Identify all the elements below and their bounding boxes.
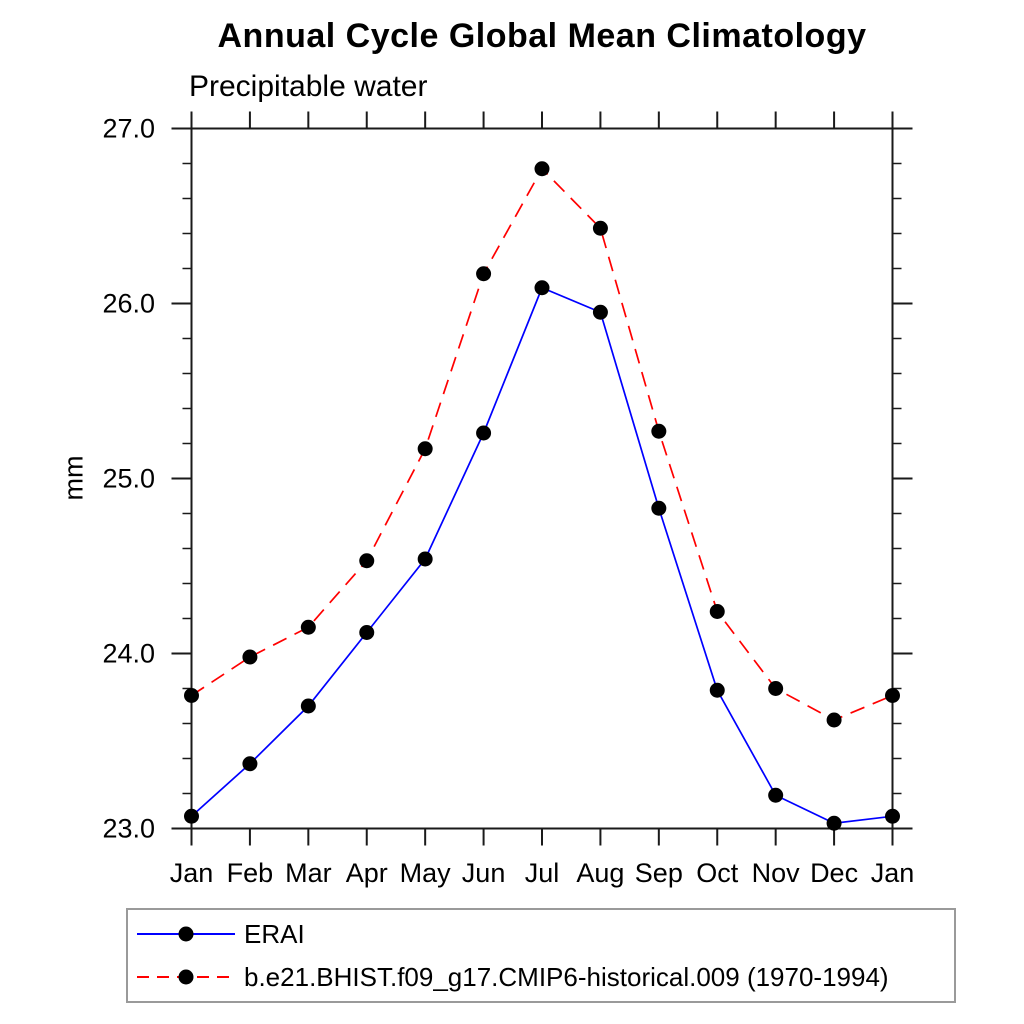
legend-box: ERAI b.e21.BHIST.f09_g17.CMIP6-historica… bbox=[126, 908, 956, 1003]
series-erai bbox=[184, 280, 900, 831]
data-point-marker bbox=[300, 619, 316, 635]
data-point-marker bbox=[476, 425, 492, 441]
data-point-marker bbox=[242, 649, 258, 665]
legend-label-model: b.e21.BHIST.f09_g17.CMIP6-historical.009… bbox=[244, 961, 889, 992]
x-tick-label: Jul bbox=[525, 858, 560, 888]
data-point-marker bbox=[184, 808, 199, 824]
chart-subtitle: Precipitable water bbox=[189, 70, 428, 103]
x-tick-label: Oct bbox=[696, 858, 739, 888]
x-tick-label: Jan bbox=[871, 858, 915, 888]
x-tick-label: Aug bbox=[576, 858, 624, 888]
x-tick-label: Feb bbox=[227, 858, 274, 888]
data-point-marker bbox=[885, 688, 900, 703]
legend-label-erai: ERAI bbox=[244, 918, 305, 949]
x-tick-label: Jan bbox=[170, 858, 214, 888]
legend-marker-dot bbox=[178, 969, 194, 985]
legend-item-model: b.e21.BHIST.f09_g17.CMIP6-historical.009… bbox=[133, 956, 954, 999]
data-point-marker bbox=[534, 280, 550, 296]
series-line bbox=[190, 286, 893, 825]
x-axis-ticks: Jan Feb Mar Apr May Jun Jul Aug Sep Oct Nov Dec Jan bbox=[170, 111, 915, 888]
x-tick-label: Mar bbox=[285, 858, 332, 888]
data-point-marker bbox=[592, 220, 608, 236]
data-point-marker bbox=[651, 500, 667, 516]
data-point-marker bbox=[709, 682, 725, 698]
data-point-marker bbox=[476, 266, 492, 282]
data-point-marker bbox=[768, 787, 784, 803]
plot-frame bbox=[190, 127, 894, 830]
chart-title: Annual Cycle Global Mean Climatology bbox=[217, 17, 867, 55]
data-point-marker bbox=[826, 815, 842, 831]
data-point-marker bbox=[826, 712, 842, 728]
x-tick-label: Nov bbox=[752, 858, 801, 888]
data-point-marker bbox=[709, 604, 725, 619]
data-point-marker bbox=[768, 681, 784, 696]
y-tick-label: 24.0 bbox=[102, 639, 155, 669]
data-point-marker bbox=[184, 688, 199, 703]
y-axis-ticks: 23.0 24.0 25.0 26.0 27.0 bbox=[102, 114, 913, 844]
data-point-marker bbox=[300, 698, 316, 714]
legend-line-sample-solid bbox=[137, 926, 235, 942]
series-model bbox=[184, 161, 900, 728]
legend-marker-dot bbox=[178, 926, 194, 942]
x-tick-label: Jun bbox=[462, 858, 506, 888]
legend-item-erai: ERAI bbox=[133, 913, 954, 956]
data-point-marker bbox=[651, 423, 667, 439]
data-point-marker bbox=[417, 551, 433, 567]
data-point-marker bbox=[534, 161, 550, 177]
data-point-marker bbox=[359, 553, 375, 569]
y-tick-label: 26.0 bbox=[102, 289, 155, 319]
data-point-marker bbox=[417, 441, 433, 457]
x-tick-label: Dec bbox=[810, 858, 858, 888]
x-tick-label: May bbox=[400, 858, 452, 888]
data-point-marker bbox=[242, 756, 258, 772]
y-tick-label: 25.0 bbox=[102, 464, 155, 494]
legend-line-sample-dashed bbox=[137, 969, 235, 985]
x-tick-label: Apr bbox=[346, 858, 388, 888]
x-tick-label: Sep bbox=[635, 858, 683, 888]
y-tick-label: 23.0 bbox=[102, 814, 155, 844]
data-point-marker bbox=[359, 625, 375, 640]
data-point-marker bbox=[885, 808, 900, 824]
series-line bbox=[191, 167, 893, 721]
data-point-marker bbox=[592, 304, 608, 320]
y-tick-label: 27.0 bbox=[102, 114, 155, 144]
